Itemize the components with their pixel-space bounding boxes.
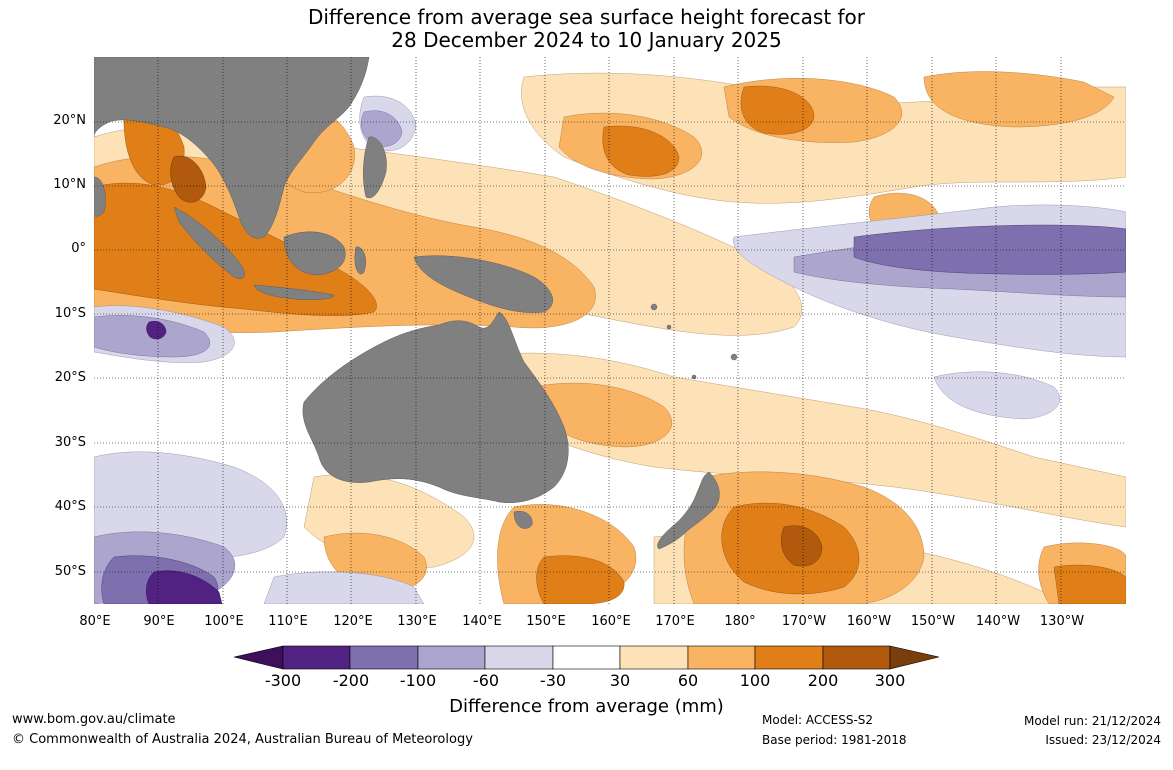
legend-tick: -200 [332,671,370,690]
legend-swatch [687,645,756,670]
lat-label-10n: 10°N [53,177,86,192]
model-name: Model: ACCESS-S2 [762,713,874,727]
lon-label: 110°E [268,614,308,629]
legend-tick: 30 [609,671,631,690]
legend-arrow-low [233,645,284,670]
base-period: Base period: 1981-2018 [762,733,907,747]
legend-tick: -300 [264,671,302,690]
legend-swatch [822,645,891,670]
legend-tick: 200 [807,671,839,690]
lon-label: 140°E [462,614,502,629]
lon-label: 170°W [781,614,827,629]
legend-title: Difference from average (mm) [449,696,724,717]
lon-label: 140°W [975,614,1021,629]
lat-label-10s: 10°S [54,306,86,321]
legend-swatch [417,645,486,670]
color-legend [233,645,940,675]
lon-label: 170°E [655,614,695,629]
lon-label: 100°E [204,614,244,629]
lon-label: 180° [724,614,756,629]
issued-date: Issued: 23/12/2024 [1045,733,1161,747]
anomaly-200-300 [170,155,823,567]
lat-label-20s: 20°S [54,370,86,385]
legend-swatch [754,645,824,670]
map-title-line-2: 28 December 2024 to 10 January 2025 [391,28,782,52]
copyright-notice: © Commonwealth of Australia 2024, Austra… [12,732,473,747]
sea-surface-height-map [94,57,1126,604]
legend-swatch [484,645,554,670]
lat-label-50s: 50°S [54,564,86,579]
graticule [94,57,1126,604]
lon-label: 120°E [333,614,373,629]
lon-label: 90°E [143,614,175,629]
lon-label: 130°W [1039,614,1085,629]
lon-label: 130°E [397,614,437,629]
legend-swatch [552,645,621,670]
legend-tick: 300 [874,671,906,690]
lon-label: 80°E [79,614,111,629]
legend-arrow-high [889,645,940,670]
legend-tick: 60 [677,671,699,690]
source-url: www.bom.gov.au/climate [12,712,176,727]
legend-swatch [619,645,689,670]
lon-label: 150°W [910,614,956,629]
legend-tick: -60 [472,671,500,690]
landmass [94,57,738,550]
legend-swatch [349,645,419,670]
lat-label-0: 0° [71,241,86,256]
legend-swatch [282,645,351,670]
lat-label-30s: 30°S [54,435,86,450]
legend-tick: -30 [539,671,567,690]
lon-label: 160°W [846,614,892,629]
legend-tick: 100 [739,671,771,690]
anomaly-minus-200-300 [146,321,223,604]
lon-label: 160°E [591,614,631,629]
model-run-date: Model run: 21/12/2024 [1023,714,1161,728]
map-title-line-1: Difference from average sea surface heig… [307,5,866,29]
lon-label: 150°E [526,614,566,629]
lat-label-40s: 40°S [54,499,86,514]
legend-tick: -100 [399,671,437,690]
lat-label-20n: 20°N [53,113,86,128]
